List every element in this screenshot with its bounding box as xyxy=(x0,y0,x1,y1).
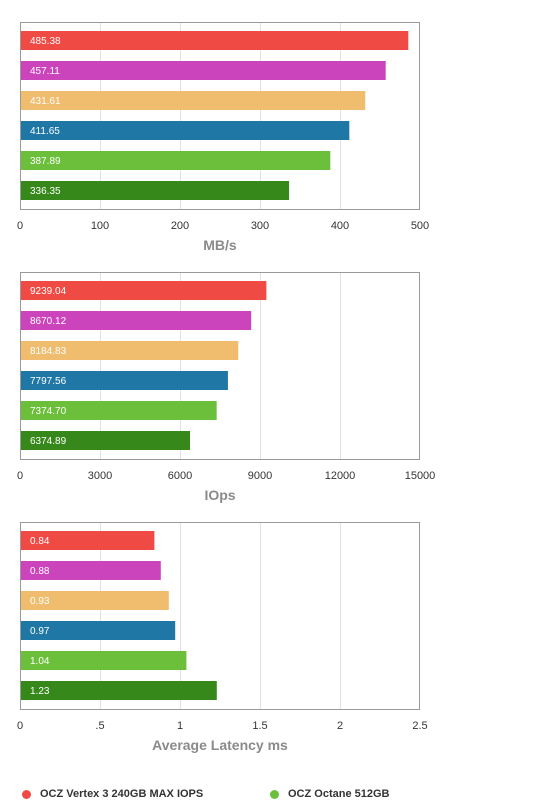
x-tick-label: 200 xyxy=(171,220,189,232)
bar-value-label: 0.97 xyxy=(30,626,50,637)
bar xyxy=(21,621,176,640)
x-tick-label: 1.5 xyxy=(252,720,267,732)
legend-item-octane: OCZ Octane 512GB xyxy=(270,788,389,800)
bar xyxy=(21,431,190,450)
bar xyxy=(21,121,350,140)
bar xyxy=(21,401,217,420)
chart-3: 0.84 0.88 0.93 0.97 1.04 1.23 0 .5 1 1.5 2 2.5 Avera… xyxy=(17,522,428,753)
legend-label-vertex3: OCZ Vertex 3 240GB MAX IOPS xyxy=(40,788,204,800)
bar xyxy=(21,651,187,670)
bar xyxy=(21,281,267,300)
plot-frame xyxy=(20,522,420,710)
x-axis-title: IOps xyxy=(204,487,235,503)
x-tick-label: .5 xyxy=(95,720,104,732)
bar xyxy=(21,91,366,110)
legend-item-vertex3: OCZ Vertex 3 240GB MAX IOPS xyxy=(22,788,203,800)
bar xyxy=(21,531,155,550)
x-tick-label: 3000 xyxy=(88,470,112,482)
bar-value-label: 0.88 xyxy=(30,566,50,577)
x-tick-label: 0 xyxy=(17,720,23,732)
bar-value-label: 1.23 xyxy=(30,686,50,697)
chart-2: 9239.04 8670.12 8184.83 7797.56 7374.70 6374.… xyxy=(17,272,436,503)
legend-label-octane: OCZ Octane 512GB xyxy=(288,788,390,800)
bar xyxy=(21,371,228,390)
bar-value-label: 387.89 xyxy=(30,156,61,167)
x-axis-title: Average Latency ms xyxy=(152,737,288,753)
chart-1: 485.38 457.11 431.61 411.65 387.89 336.35 0 100… xyxy=(17,22,429,253)
x-tick-label: 2.5 xyxy=(412,720,427,732)
legend-dot-octane xyxy=(270,789,279,799)
x-tick-label: 1 xyxy=(177,720,183,732)
bar xyxy=(21,341,239,360)
bar-value-label: 8184.83 xyxy=(30,346,67,357)
x-tick-label: 6000 xyxy=(168,470,192,482)
x-tick-label: 100 xyxy=(91,220,109,232)
x-tick-label: 9000 xyxy=(248,470,272,482)
bar-value-label: 0.93 xyxy=(30,596,50,607)
bar xyxy=(21,681,217,700)
x-tick-label: 0 xyxy=(17,220,23,232)
x-tick-label: 500 xyxy=(411,220,429,232)
x-tick-label: 2 xyxy=(337,720,343,732)
legend-dot-vertex3 xyxy=(22,789,31,799)
bar-value-label: 7374.70 xyxy=(30,406,67,417)
bar-value-label: 1.04 xyxy=(30,656,50,667)
bar-value-label: 336.35 xyxy=(30,186,61,197)
x-tick-label: 400 xyxy=(331,220,349,232)
bar xyxy=(21,181,290,200)
bar-value-label: 0.84 xyxy=(30,536,50,547)
bar xyxy=(21,61,386,80)
x-tick-label: 15000 xyxy=(405,470,436,482)
bar xyxy=(21,591,169,610)
bar xyxy=(21,151,331,170)
bar-value-label: 457.11 xyxy=(30,66,60,77)
bar xyxy=(21,561,161,580)
x-tick-label: 0 xyxy=(17,470,23,482)
bar xyxy=(21,311,252,330)
bar-value-label: 9239.04 xyxy=(30,286,67,297)
bar-value-label: 6374.89 xyxy=(30,436,67,447)
bar-value-label: 431.61 xyxy=(30,96,61,107)
plot-frame xyxy=(20,272,420,460)
bar-value-label: 485.38 xyxy=(30,36,61,47)
bar-value-label: 7797.56 xyxy=(30,376,67,387)
bar-value-label: 411.65 xyxy=(30,126,60,137)
x-tick-label: 12000 xyxy=(325,470,356,482)
plot-frame xyxy=(20,22,420,210)
legend: OCZ Vertex 3 240GB MAX IOPS OCZ Octane 5… xyxy=(22,788,560,800)
bar xyxy=(21,31,409,50)
x-axis-title: MB/s xyxy=(203,237,237,253)
x-tick-label: 300 xyxy=(251,220,269,232)
bar-value-label: 8670.12 xyxy=(30,316,67,327)
